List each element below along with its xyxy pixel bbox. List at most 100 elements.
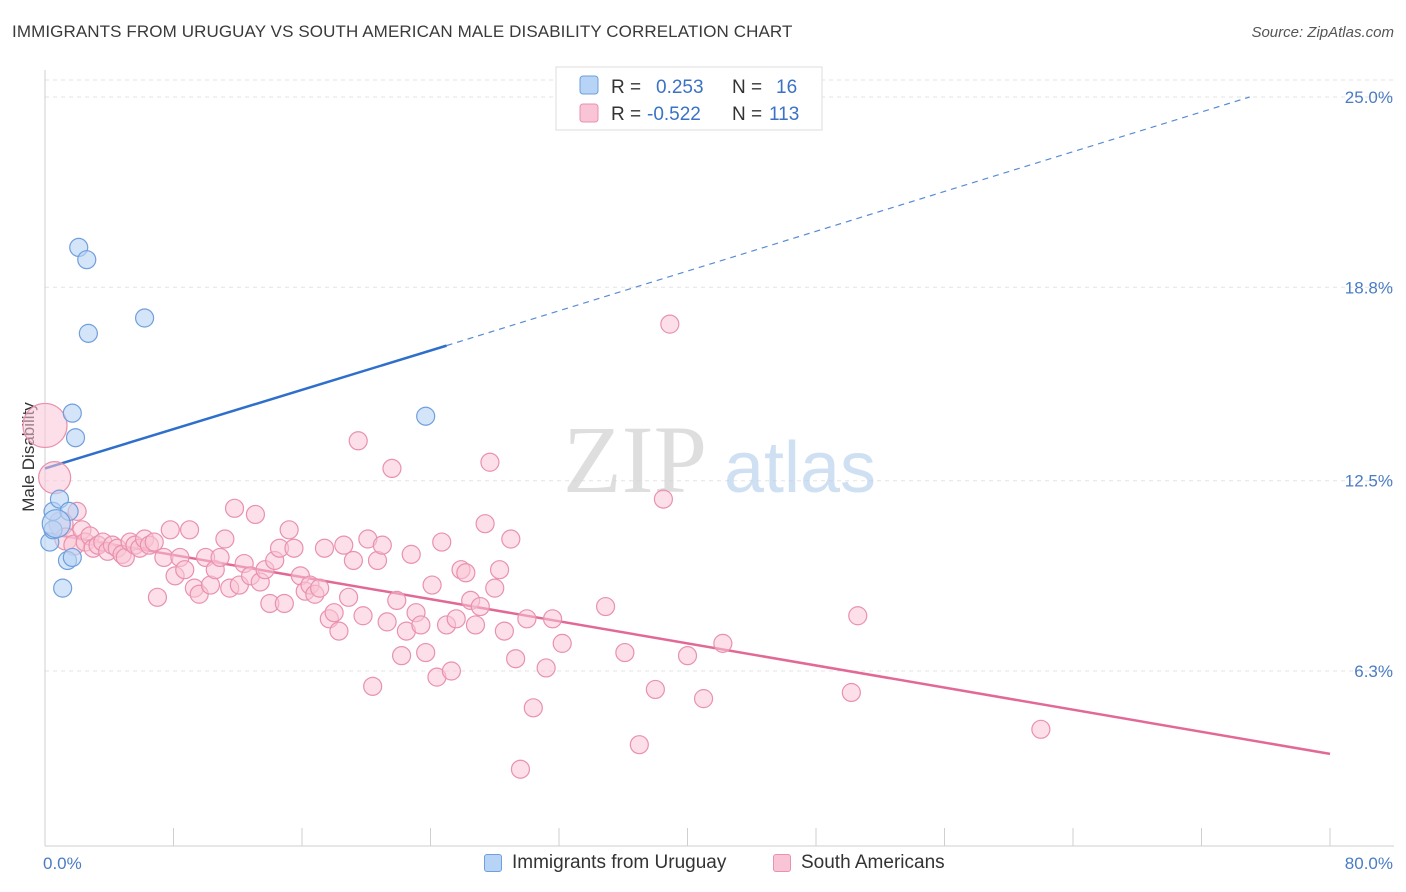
axes <box>44 70 1394 847</box>
chart-title: IMMIGRANTS FROM URUGUAY VS SOUTH AMERICA… <box>12 22 793 41</box>
data-point-south-americans <box>848 606 868 626</box>
data-point-south-americans <box>629 735 649 755</box>
legend-swatch-uruguay <box>484 854 502 872</box>
legend-top-box <box>555 66 823 131</box>
data-point-south-americans <box>653 489 674 509</box>
data-point-south-americans <box>22 402 68 449</box>
data-point-south-americans <box>489 560 510 580</box>
data-point-south-americans <box>38 461 72 495</box>
data-point-south-americans <box>353 606 373 626</box>
data-point-south-americans <box>441 661 461 681</box>
legend-n-label: N = <box>732 104 762 125</box>
legend-item-uruguay: Immigrants from Uruguay <box>484 852 726 874</box>
source-label: Source: ZipAtlas.com <box>1251 24 1394 41</box>
legend-item-south: South Americans <box>773 852 945 874</box>
data-point-south-americans <box>279 520 299 540</box>
data-points <box>22 237 1051 779</box>
data-point-south-americans <box>615 642 635 663</box>
legend-swatch-south <box>579 103 599 123</box>
data-point-south-americans <box>645 679 665 700</box>
data-point-south-americans <box>224 498 245 518</box>
data-point-south-americans <box>343 550 363 571</box>
data-point-south-americans <box>416 642 436 663</box>
data-point-south-americans <box>841 682 861 703</box>
data-point-south-americans <box>334 535 354 555</box>
data-point-uruguay <box>416 406 436 426</box>
legend-n-label: N = <box>732 77 762 98</box>
data-point-south-americans <box>348 431 368 451</box>
data-point-south-americans <box>391 646 412 666</box>
data-point-south-americans <box>387 590 407 611</box>
legend-label-uruguay: Immigrants from Uruguay <box>512 852 727 873</box>
data-point-uruguay <box>62 547 82 568</box>
tick-labels: 6.3% 12.5% 18.8% 25.0% 0.0% 80.0% <box>43 88 1393 873</box>
data-point-south-americans <box>485 578 505 598</box>
data-point-south-americans <box>494 621 514 641</box>
data-point-uruguay <box>77 250 97 270</box>
legend-n-value: 16 <box>776 77 797 98</box>
data-point-south-americans <box>506 649 526 669</box>
data-point-south-americans <box>144 532 164 552</box>
data-point-south-americans <box>677 646 698 666</box>
data-point-south-americans <box>245 504 266 525</box>
legend-r-value: 0.253 <box>656 77 704 98</box>
data-point-south-americans <box>338 587 359 607</box>
legend-n-value: 113 <box>769 104 799 125</box>
data-point-south-americans <box>523 698 543 718</box>
data-point-uruguay <box>134 308 155 328</box>
x-tick-label: 0.0% <box>43 854 82 873</box>
data-point-south-americans <box>215 529 235 549</box>
legend-bottom: Immigrants from Uruguay South Americans <box>0 852 1406 878</box>
data-point-south-americans <box>382 458 402 479</box>
data-point-south-americans <box>175 560 195 580</box>
legend-label-south: South Americans <box>801 852 945 873</box>
data-point-south-americans <box>329 621 349 641</box>
data-point-south-americans <box>411 615 431 635</box>
data-point-south-americans <box>456 563 476 583</box>
data-point-south-americans <box>314 538 335 558</box>
y-tick-label: 25.0% <box>1345 88 1393 107</box>
data-point-south-americans <box>210 547 230 568</box>
data-point-south-americans <box>284 538 304 558</box>
data-point-south-americans <box>517 609 537 629</box>
data-point-uruguay <box>78 323 98 343</box>
data-point-south-americans <box>377 612 397 632</box>
x-tick-label: 80.0% <box>1345 854 1393 873</box>
data-point-south-americans <box>542 609 563 629</box>
legend-swatch-south <box>773 854 791 872</box>
data-point-uruguay <box>65 428 86 448</box>
data-point-south-americans <box>475 514 495 534</box>
legend-r-label: R = <box>611 77 641 98</box>
data-point-south-americans <box>501 529 521 549</box>
data-point-south-americans <box>372 535 392 555</box>
data-point-south-americans <box>1031 719 1051 739</box>
data-point-south-americans <box>324 603 344 623</box>
y-tick-label: 12.5% <box>1345 472 1393 491</box>
y-tick-label: 6.3% <box>1354 662 1393 681</box>
data-point-south-americans <box>363 676 383 696</box>
data-point-south-americans <box>713 633 733 653</box>
data-point-south-americans <box>470 596 490 617</box>
data-point-south-americans <box>480 452 500 472</box>
data-point-south-americans <box>536 658 556 678</box>
trend-line-uruguay-extension <box>446 96 1250 347</box>
data-point-south-americans <box>660 314 680 334</box>
legend-r-label: R = <box>611 104 641 125</box>
data-point-south-americans <box>147 587 168 607</box>
data-point-south-americans <box>401 544 421 564</box>
data-point-south-americans <box>432 532 452 552</box>
legend-swatch-uruguay <box>579 75 599 95</box>
data-point-south-americans <box>179 520 200 540</box>
data-point-uruguay <box>53 578 73 598</box>
data-point-south-americans <box>310 578 330 598</box>
data-point-south-americans <box>422 575 442 595</box>
y-tick-label: 18.8% <box>1345 278 1393 297</box>
data-point-south-americans <box>552 633 572 653</box>
data-point-south-americans <box>510 759 531 779</box>
legend-r-value: -0.522 <box>647 104 701 125</box>
data-point-south-americans <box>274 593 294 614</box>
data-point-south-americans <box>160 520 180 540</box>
data-point-south-americans <box>154 547 174 568</box>
data-point-uruguay <box>41 509 71 539</box>
